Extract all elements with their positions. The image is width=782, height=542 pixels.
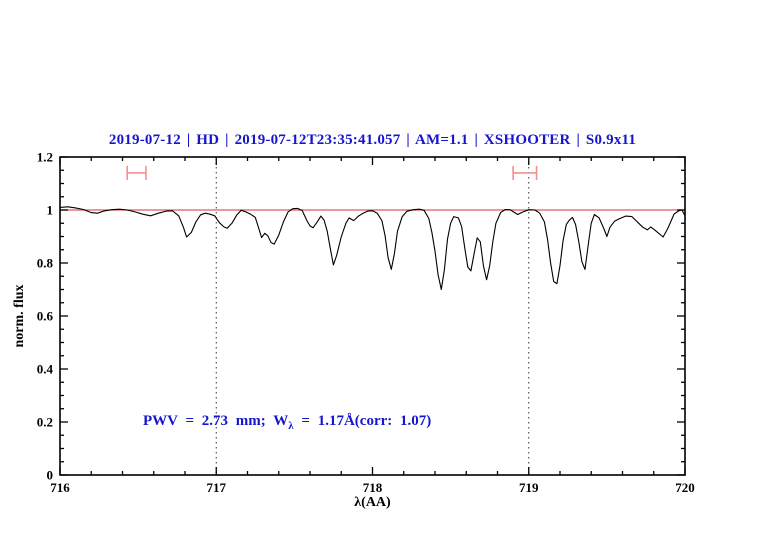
pwv-annotation-suffix: = 1.17Å(corr: 1.07) xyxy=(293,413,432,429)
y-tick-label: 0 xyxy=(47,468,54,483)
y-tick-label: 1 xyxy=(47,203,54,218)
plot-title: 2019-07-12 | HD | 2019-07-12T23:35:41.05… xyxy=(108,132,637,148)
x-tick-label: 719 xyxy=(519,480,539,495)
pwv-annotation: PWV = 2.73 mm; Wλ = 1.17Å(corr: 1.07) xyxy=(143,413,431,432)
x-tick-label: 718 xyxy=(363,480,383,495)
y-tick-label: 0.2 xyxy=(37,415,53,430)
y-tick-label: 1.2 xyxy=(37,150,53,165)
x-tick-label: 716 xyxy=(50,480,70,495)
pwv-annotation-subscript: λ xyxy=(288,420,294,432)
spectrum-line xyxy=(59,206,686,291)
x-tick-label: 720 xyxy=(675,480,695,495)
y-tick-label: 0.4 xyxy=(37,362,54,377)
y-tick-label: 0.6 xyxy=(37,309,54,324)
plot-frame xyxy=(59,156,686,476)
pwv-annotation-prefix: PWV = 2.73 mm; W xyxy=(143,413,289,429)
x-tick-label: 717 xyxy=(207,480,227,495)
x-axis-label: λ(AA) xyxy=(354,495,391,510)
y-axis-label: norm. flux xyxy=(12,284,27,348)
y-tick-label: 0.8 xyxy=(37,256,54,271)
